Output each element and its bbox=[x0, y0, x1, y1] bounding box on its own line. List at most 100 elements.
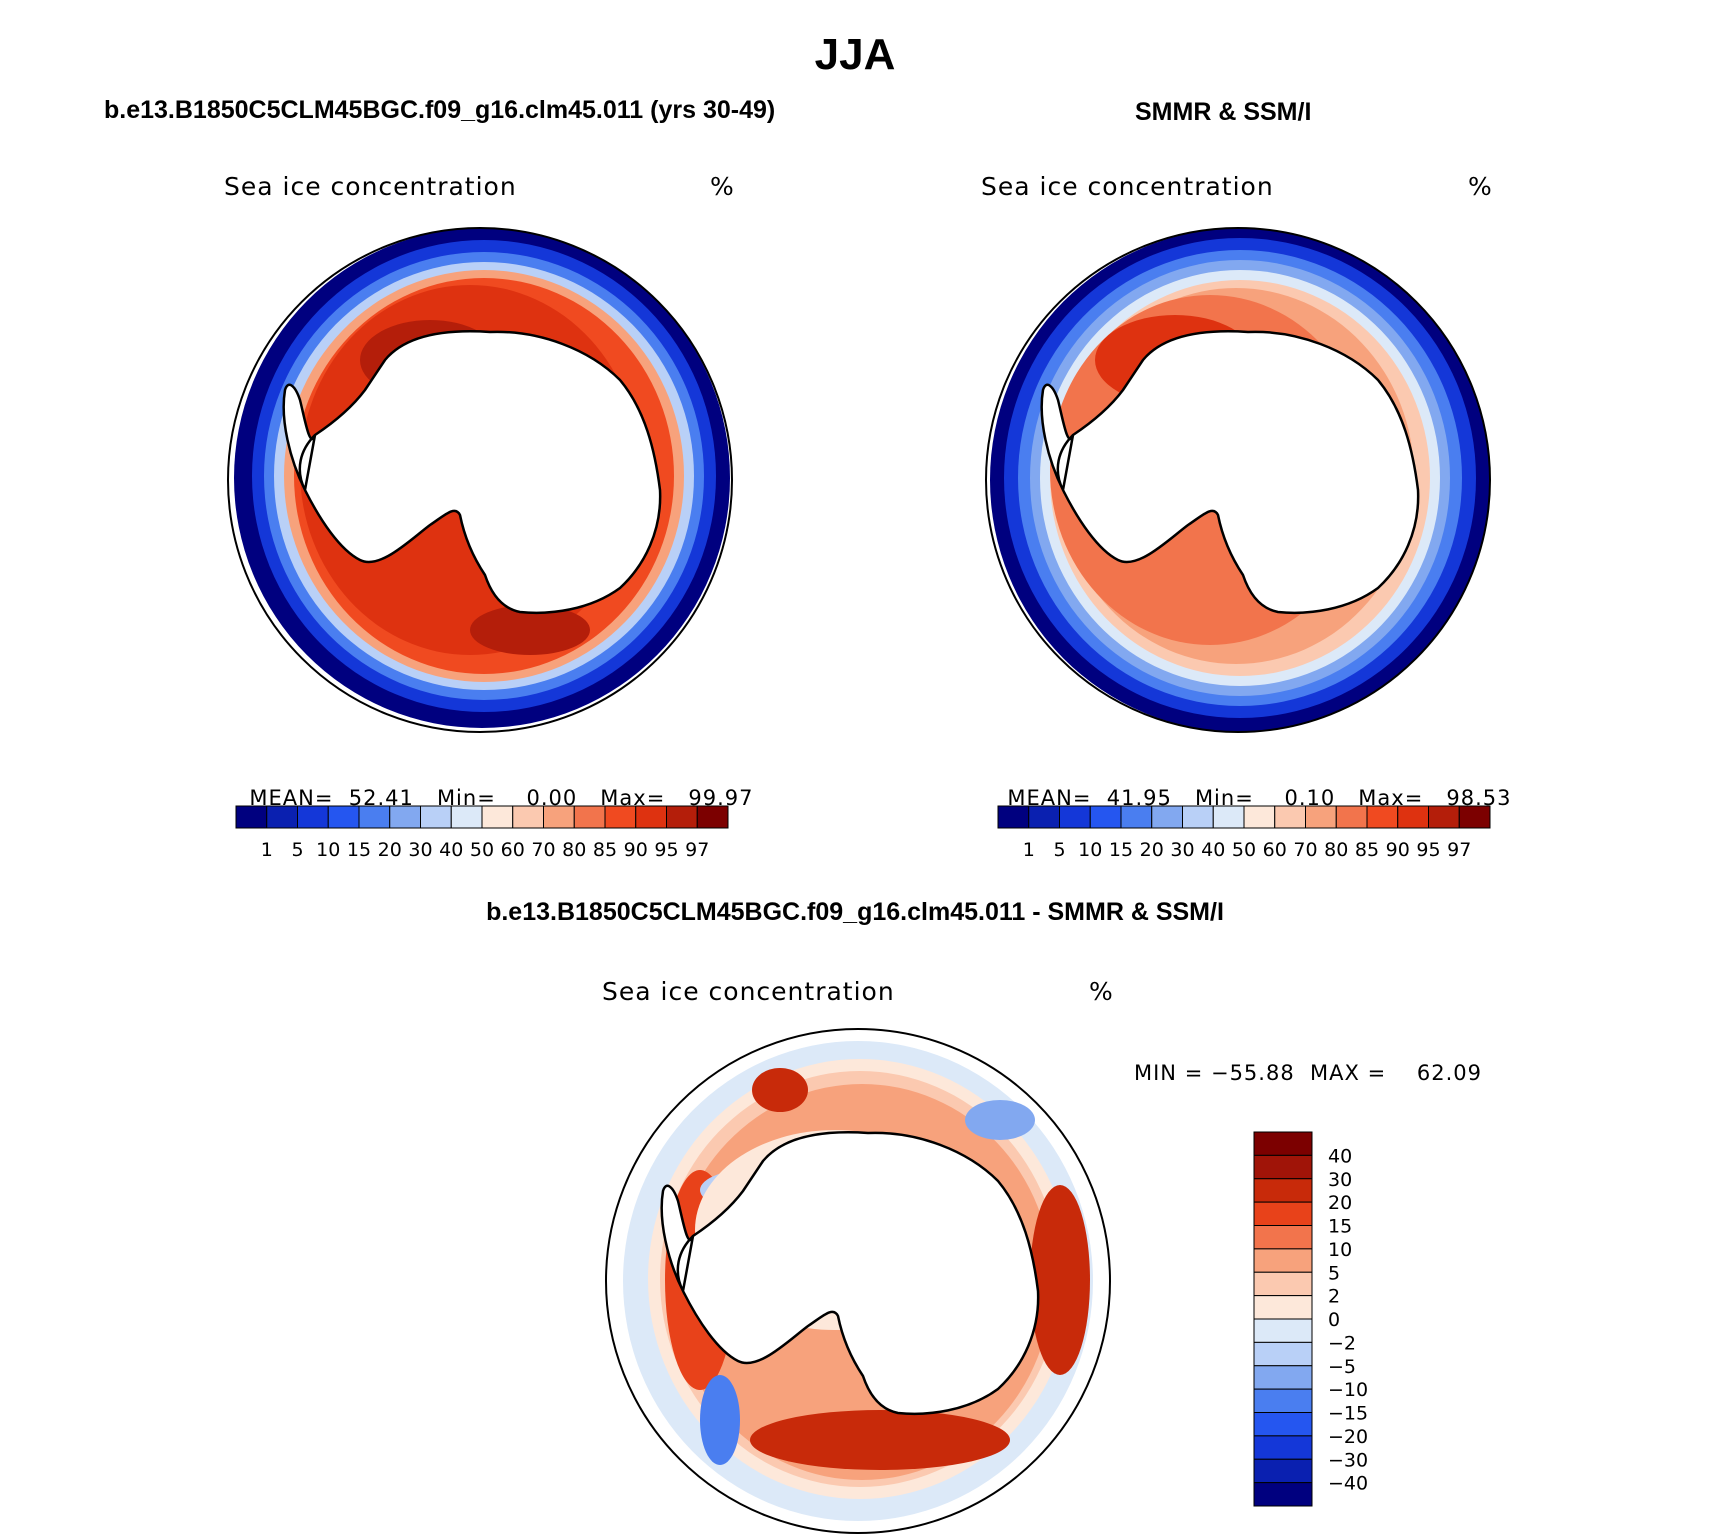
model-colorbar-tick-label: 15 bbox=[347, 839, 371, 861]
diff-colorbar-swatch bbox=[1253, 1271, 1313, 1297]
obs-colorbar-tick-label: 10 bbox=[1078, 839, 1102, 861]
obs-colorbar-swatch bbox=[1059, 805, 1091, 829]
model-colorbar-tick-label: 20 bbox=[378, 839, 402, 861]
model-colorbar-swatch bbox=[358, 805, 391, 829]
diff-colorbar-tick-label: 0 bbox=[1328, 1309, 1340, 1331]
diff-colorbar-tick-label: −30 bbox=[1328, 1449, 1368, 1471]
obs-colorbar-tick-label: 80 bbox=[1324, 839, 1348, 861]
model-units: % bbox=[710, 172, 735, 201]
diff-panel-heading: b.e13.B1850C5CLM45BGC.f09_g16.clm45.011 … bbox=[486, 898, 1224, 926]
model-colorbar-swatch bbox=[235, 805, 268, 829]
model-colorbar-swatch bbox=[635, 805, 667, 829]
diff-colorbar-tick-label: −15 bbox=[1328, 1403, 1368, 1425]
model-colorbar-swatch bbox=[420, 805, 452, 829]
model-colorbar-tick-label: 97 bbox=[685, 839, 709, 861]
diff-colorbar-swatch bbox=[1253, 1131, 1313, 1156]
model-colorbar: 1 5 10 15 20 30 40 50 60 70 80 85 90 95 97 bbox=[235, 805, 729, 861]
obs-colorbar: 1 5 10 15 20 30 40 50 60 70 80 85 90 95 97 bbox=[997, 805, 1491, 861]
model-colorbar-swatch bbox=[297, 805, 329, 829]
obs-panel-heading: SMMR & SSM/I bbox=[1135, 98, 1312, 126]
obs-colorbar-swatch bbox=[1335, 805, 1368, 829]
diff-colorbar-tick-label: 20 bbox=[1328, 1192, 1352, 1214]
diff-minmax: MIN = −55.88 MAX = 62.09 bbox=[1134, 1061, 1482, 1085]
diff-colorbar-tick-label: 2 bbox=[1328, 1286, 1340, 1308]
diff-colorbar-swatch bbox=[1253, 1201, 1313, 1226]
obs-colorbar-tick-label: 30 bbox=[1170, 839, 1194, 861]
obs-colorbar-swatch bbox=[1366, 805, 1399, 829]
diff-map bbox=[606, 1029, 1110, 1533]
model-colorbar-tick-label: 10 bbox=[316, 839, 340, 861]
diff-colorbar-tick-label: −5 bbox=[1328, 1356, 1356, 1378]
obs-colorbar-tick-label: 95 bbox=[1416, 839, 1440, 861]
model-colorbar-tick-label: 70 bbox=[531, 839, 555, 861]
obs-colorbar-swatch bbox=[1274, 805, 1306, 829]
diff-colorbar-swatch bbox=[1253, 1365, 1313, 1390]
obs-colorbar-tick-label: 70 bbox=[1293, 839, 1317, 861]
model-colorbar-tick-label: 5 bbox=[291, 839, 303, 861]
model-colorbar-swatch bbox=[266, 805, 298, 829]
model-colorbar-tick-label: 80 bbox=[562, 839, 586, 861]
model-colorbar-swatch bbox=[543, 805, 575, 829]
model-map bbox=[228, 228, 732, 732]
model-colorbar-swatch bbox=[573, 805, 606, 829]
model-colorbar-tick-label: 95 bbox=[654, 839, 678, 861]
diff-colorbar-tick-label: 15 bbox=[1328, 1216, 1352, 1238]
model-colorbar-swatch bbox=[696, 805, 729, 829]
model-colorbar-tick-label: 60 bbox=[501, 839, 525, 861]
model-colorbar-tick-label: 50 bbox=[470, 839, 494, 861]
model-colorbar-swatch bbox=[389, 805, 421, 829]
obs-colorbar-tick-label: 90 bbox=[1386, 839, 1410, 861]
obs-colorbar-swatch bbox=[1028, 805, 1060, 829]
diff-units: % bbox=[1089, 977, 1114, 1006]
model-colorbar-swatch bbox=[512, 805, 544, 829]
obs-colorbar-swatch bbox=[1212, 805, 1245, 829]
diff-colorbar-swatch bbox=[1253, 1295, 1313, 1320]
model-var-label: Sea ice concentration bbox=[224, 172, 517, 201]
obs-colorbar-tick-label: 1 bbox=[1023, 839, 1035, 861]
obs-colorbar-swatch bbox=[1305, 805, 1337, 829]
obs-var-label: Sea ice concentration bbox=[981, 172, 1274, 201]
diff-colorbar-swatch bbox=[1253, 1178, 1313, 1203]
obs-colorbar-tick-label: 20 bbox=[1140, 839, 1164, 861]
obs-colorbar-tick-label: 85 bbox=[1355, 839, 1379, 861]
diff-colorbar-tick-label: −40 bbox=[1328, 1473, 1368, 1495]
model-colorbar-tick-label: 90 bbox=[624, 839, 648, 861]
diff-colorbar-swatch bbox=[1253, 1318, 1313, 1343]
obs-colorbar-tick-label: 15 bbox=[1109, 839, 1133, 861]
diff-colorbar-swatch bbox=[1253, 1435, 1313, 1460]
diff-colorbar-tick-label: −2 bbox=[1328, 1332, 1356, 1354]
model-colorbar-tick-label: 1 bbox=[261, 839, 273, 861]
obs-colorbar-tick-label: 50 bbox=[1232, 839, 1256, 861]
model-colorbar-tick-label: 30 bbox=[408, 839, 432, 861]
obs-colorbar-tick-label: 60 bbox=[1263, 839, 1287, 861]
obs-units: % bbox=[1468, 172, 1493, 201]
obs-colorbar-swatch bbox=[1397, 805, 1429, 829]
obs-colorbar-swatch bbox=[1120, 805, 1153, 829]
obs-colorbar-tick-label: 40 bbox=[1201, 839, 1225, 861]
model-panel-heading: b.e13.B1850C5CLM45BGC.f09_g16.clm45.011 … bbox=[104, 96, 776, 124]
obs-colorbar-tick-label: 5 bbox=[1053, 839, 1065, 861]
diff-colorbar-swatch bbox=[1253, 1482, 1313, 1507]
diff-colorbar-tick-label: 10 bbox=[1328, 1239, 1352, 1261]
obs-map bbox=[986, 228, 1490, 732]
model-colorbar-tick-label: 85 bbox=[593, 839, 617, 861]
diff-colorbar-swatch bbox=[1253, 1458, 1313, 1484]
model-colorbar-tick-label: 40 bbox=[439, 839, 463, 861]
obs-colorbar-swatch bbox=[1089, 805, 1122, 829]
diff-colorbar-swatch bbox=[1253, 1388, 1313, 1413]
diff-colorbar-swatch bbox=[1253, 1412, 1313, 1437]
obs-colorbar-tick-label: 97 bbox=[1447, 839, 1471, 861]
page-title: JJA bbox=[814, 30, 896, 79]
model-colorbar-swatch bbox=[604, 805, 637, 829]
obs-colorbar-swatch bbox=[997, 805, 1030, 829]
obs-colorbar-swatch bbox=[1151, 805, 1183, 829]
model-colorbar-swatch bbox=[666, 805, 698, 829]
obs-colorbar-swatch bbox=[1458, 805, 1491, 829]
diff-colorbar-swatch bbox=[1253, 1154, 1313, 1180]
diff-colorbar-tick-label: 30 bbox=[1328, 1169, 1352, 1191]
obs-colorbar-swatch bbox=[1428, 805, 1460, 829]
model-colorbar-swatch bbox=[481, 805, 514, 829]
diff-colorbar-tick-label: −10 bbox=[1328, 1379, 1368, 1401]
diff-colorbar-swatch bbox=[1253, 1248, 1313, 1273]
